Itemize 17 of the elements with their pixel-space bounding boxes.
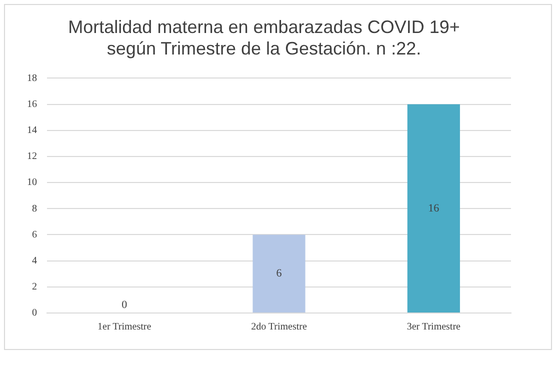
- x-tick-label: 3er Trimestre: [406, 322, 462, 333]
- x-tick-label: 2do Trimestre: [251, 322, 308, 333]
- y-tick-label: 0: [32, 308, 37, 319]
- data-label: 0: [122, 298, 128, 311]
- data-label: 16: [428, 202, 440, 214]
- y-tick-label: 18: [27, 72, 37, 84]
- data-label: 6: [276, 268, 282, 280]
- y-tick-label: 10: [27, 177, 37, 188]
- y-tick-label: 8: [32, 203, 37, 214]
- y-tick-label: 4: [32, 255, 37, 266]
- y-tick-label: 14: [27, 125, 37, 136]
- chart-title: Mortalidad materna en embarazadas COVID 19+ según Trimestre de la Gestación. n :22.: [68, 16, 460, 58]
- y-tick-label: 2: [32, 282, 37, 293]
- x-tick-label: 1er Trimestre: [98, 322, 152, 333]
- y-tick-label: 16: [27, 98, 37, 110]
- y-tick-label: 12: [27, 151, 37, 162]
- y-tick-label: 6: [32, 229, 37, 240]
